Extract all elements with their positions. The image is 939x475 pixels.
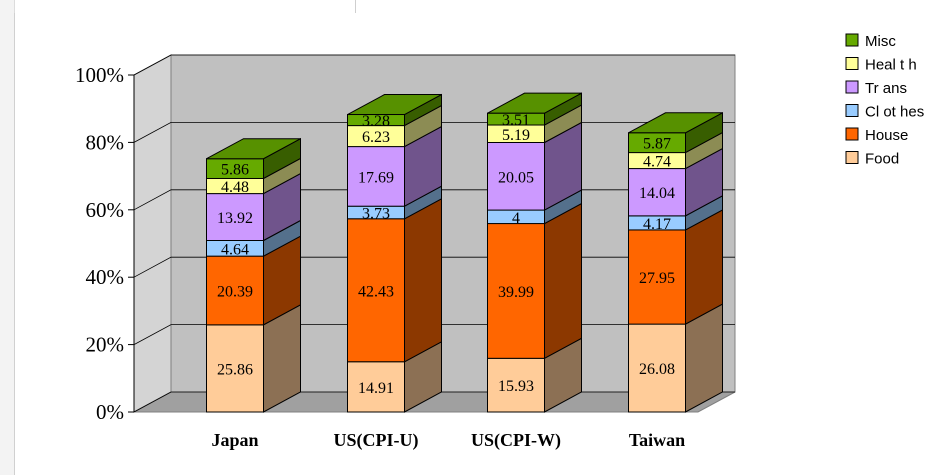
bar-trans-4 [628, 168, 686, 217]
bar-misc-1-top [206, 138, 301, 160]
data-label: 20.05 [498, 169, 534, 186]
data-label: 14.91 [358, 380, 394, 397]
legend-swatch-misc [845, 33, 859, 47]
y-tick-label: 0% [96, 400, 124, 424]
legend-label: Misc [865, 33, 896, 50]
data-label: 3.28 [362, 113, 390, 130]
legend-label: House [865, 127, 908, 144]
data-label: 5.87 [643, 136, 671, 153]
data-label: 4.17 [643, 216, 671, 233]
legend-label: Tr ans [865, 80, 907, 97]
data-label: 4 [512, 210, 520, 227]
y-tick-label: 100% [75, 63, 124, 87]
data-label: 5.86 [221, 162, 249, 179]
bar-trans-1 [206, 193, 264, 242]
data-label: 6.23 [362, 129, 390, 146]
gridline [133, 54, 735, 76]
x-tick-label: US(CPI-W) [471, 430, 561, 451]
x-tick-label: Japan [211, 430, 258, 450]
data-label: 3.73 [362, 205, 390, 222]
data-label: 4.74 [643, 154, 671, 171]
bar-food-2 [347, 361, 405, 413]
data-label: 4.64 [221, 241, 249, 258]
legend-label: Heal t h [865, 57, 917, 74]
bar-misc-2-top [347, 94, 442, 116]
bar-trans-3 [487, 142, 545, 211]
data-label: 5.19 [502, 127, 530, 144]
data-label: 25.86 [217, 361, 253, 378]
bar-food-3 [487, 357, 545, 413]
data-label: 3.51 [502, 112, 530, 129]
bar-house-4 [628, 229, 686, 325]
legend-swatch-food [845, 151, 859, 164]
legend-swatch-trans [845, 80, 859, 94]
data-label: 20.39 [217, 283, 253, 300]
data-label: 42.43 [358, 283, 394, 300]
data-label: 15.93 [498, 378, 534, 395]
bar-food-4 [628, 323, 686, 413]
data-label: 4.48 [221, 179, 249, 196]
chart-side-wall [133, 54, 172, 413]
legend-swatch-clothes [845, 104, 859, 117]
bar-house-3-side [544, 202, 582, 360]
legend-swatch-health [845, 57, 859, 70]
data-label: 17.69 [358, 169, 394, 186]
bar-misc-4-top [628, 112, 723, 134]
x-tick-label: Taiwan [629, 430, 685, 450]
bar-house-3 [487, 223, 545, 359]
data-label: 39.99 [498, 284, 534, 301]
legend-label: Food [865, 151, 899, 168]
bar-food-1 [206, 324, 264, 413]
y-tick-label: 80% [86, 130, 125, 154]
data-label: 13.92 [217, 210, 253, 227]
data-label: 27.95 [639, 270, 675, 287]
legend-label: Cl ot hes [865, 104, 924, 121]
y-tick-label: 60% [86, 198, 125, 222]
data-label: 26.08 [639, 361, 675, 378]
bar-misc-3-top [487, 92, 582, 114]
bar-house-2-side [404, 197, 442, 363]
y-tick-label: 20% [86, 333, 125, 357]
y-tick-label: 40% [86, 265, 125, 289]
legend-swatch-house [845, 127, 859, 141]
data-label: 14.04 [639, 185, 675, 202]
x-tick-label: US(CPI-U) [334, 430, 419, 451]
